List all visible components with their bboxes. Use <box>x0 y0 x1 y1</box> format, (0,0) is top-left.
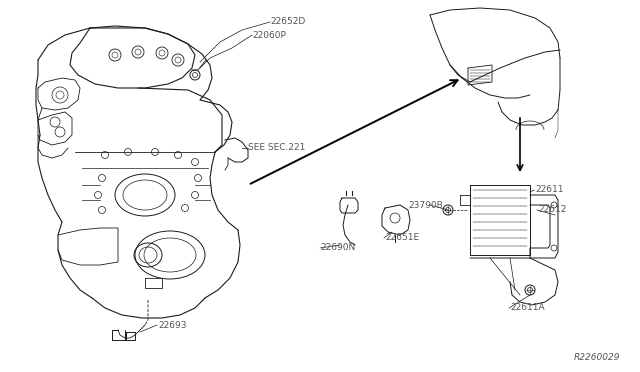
Text: R2260029: R2260029 <box>573 353 620 362</box>
Text: 22690N: 22690N <box>320 244 355 253</box>
Text: 22693: 22693 <box>158 321 186 330</box>
Text: SEE SEC.221: SEE SEC.221 <box>248 144 305 153</box>
Text: 22652D: 22652D <box>270 17 305 26</box>
Text: 22611A: 22611A <box>510 304 545 312</box>
Text: 23790B: 23790B <box>408 201 443 209</box>
Text: 22612: 22612 <box>538 205 566 215</box>
Text: 22611: 22611 <box>535 186 563 195</box>
Text: 22651E: 22651E <box>385 234 419 243</box>
Text: 22060P: 22060P <box>252 31 286 39</box>
